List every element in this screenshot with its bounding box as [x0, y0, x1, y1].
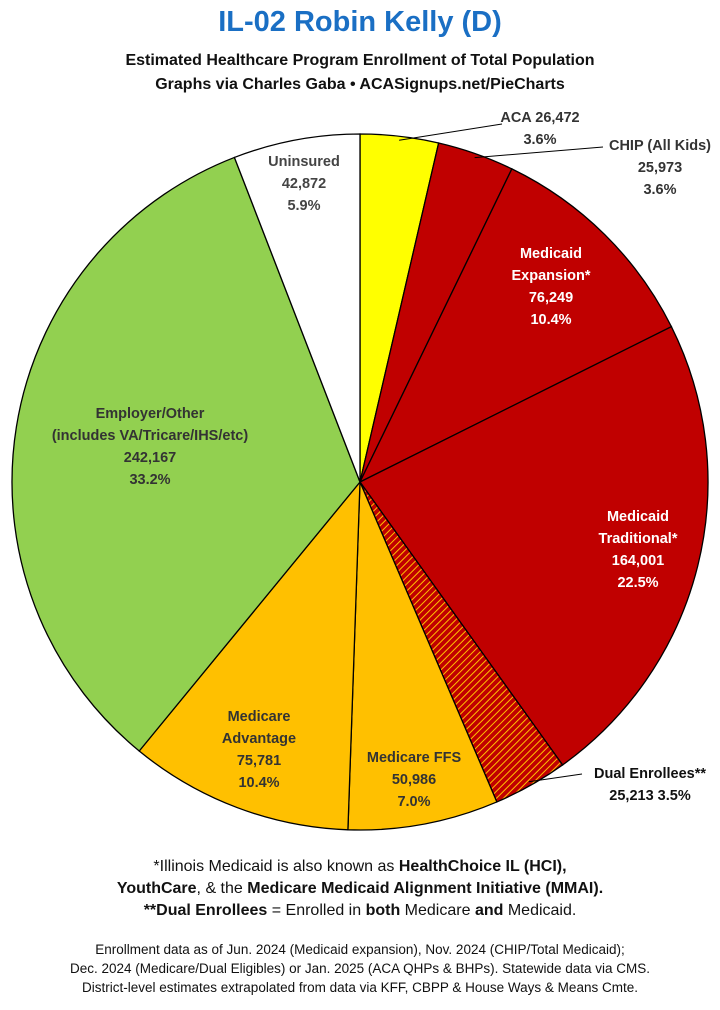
pie-slice-uninsured [233, 133, 361, 483]
slice-label-line: CHIP (All Kids) [609, 138, 711, 154]
chart-title: IL-02 Robin Kelly (D) [218, 6, 502, 38]
slice-label-line: Medicare FFS [367, 750, 462, 766]
slice-label-line: 242,167 [124, 450, 176, 466]
pie-slice-medicaid-traditional [359, 325, 709, 766]
slice-label-line: Medicare [228, 709, 291, 725]
slice-label-line: 50,986 [392, 772, 436, 788]
slice-label: Employer/Other (includes VA/Tricare/IHS/e… [52, 406, 249, 488]
source-line-2: Dec. 2024 (Medicare/Dual Eligibles) or J… [70, 961, 650, 976]
source-line-3: District-level estimates extrapolated fr… [82, 980, 638, 995]
leader-line [399, 123, 503, 141]
slice-label-line: 10.4% [530, 312, 571, 328]
slice-label: ACA 26,472 3.6% [500, 110, 579, 148]
pie-slice-medicaid-expansion [358, 168, 673, 484]
slice-label-line: ACA 26,472 [500, 110, 579, 126]
slice-label-line: Uninsured [268, 154, 340, 170]
footnotes: *Illinois Medicaid is also known as Heal… [0, 856, 720, 922]
chart-subtitle: Estimated Healthcare Program Enrollment … [125, 52, 595, 69]
source-line-1: Enrollment data as of Jun. 2024 (Medicai… [95, 942, 625, 957]
slice-label: Medicaid Expansion* 76,249 10.4% [512, 246, 591, 328]
slice-label: Uninsured 42,872 5.9% [268, 154, 340, 214]
slice-label-line: Expansion* [512, 268, 591, 284]
slice-label-line: 3.6% [643, 182, 676, 198]
slice-label-line: (includes VA/Tricare/IHS/etc) [52, 428, 249, 444]
slice-label-line: Employer/Other [96, 406, 205, 422]
slice-label-line: 42,872 [282, 176, 326, 192]
slice-label-line: Advantage [222, 731, 296, 747]
slice-label-line: Dual Enrollees** [594, 766, 706, 782]
slice-label-line: 25,213 3.5% [609, 788, 691, 804]
pie-chart: ACA 26,472 3.6% CHIP (All Kids) 25,973 3.6% M… [11, 110, 711, 831]
pie-slice-employer-other [11, 156, 361, 752]
slice-label-line: Traditional* [599, 531, 678, 547]
slice-label-line: 7.0% [397, 794, 430, 810]
slice-label: CHIP (All Kids) 25,973 3.6% [609, 138, 711, 198]
slice-label-line: 3.6% [523, 132, 556, 148]
footnote-line-1: *Illinois Medicaid is also known as Heal… [153, 858, 567, 875]
slice-label-line: Medicaid [607, 509, 669, 525]
footnote-line-2: YouthCare, & the Medicare Medicaid Align… [116, 880, 604, 897]
pie-slice-medicare-advantage [138, 480, 361, 831]
slice-label-line: 76,249 [529, 290, 573, 306]
leader-line [474, 146, 604, 159]
slice-label-line: 164,001 [612, 553, 664, 569]
leader-line [528, 773, 583, 783]
slice-label: Medicare Advantage 75,781 10.4% [222, 709, 296, 791]
slice-label-line: 10.4% [238, 775, 279, 791]
slice-label-line: 33.2% [129, 472, 170, 488]
footnote-line-3: **Dual Enrollees = Enrolled in both Medi… [143, 902, 577, 919]
slice-label: Medicare FFS 50,986 7.0% [367, 750, 462, 810]
chart-credit: Graphs via Charles Gaba • ACASignups.net… [155, 76, 565, 93]
slice-label-line: 5.9% [287, 198, 320, 214]
slice-label-line: 75,781 [237, 753, 281, 769]
slice-label-line: Medicaid [520, 246, 582, 262]
slice-label: Medicaid Traditional* 164,001 22.5% [599, 509, 678, 591]
pie-slice-medicare-ffs [347, 481, 498, 831]
slice-label-line: 25,973 [638, 160, 682, 176]
slice-label-line: 22.5% [617, 575, 658, 591]
source-note: Enrollment data as of Jun. 2024 (Medicai… [0, 940, 720, 997]
slice-label: Dual Enrollees** 25,213 3.5% [594, 766, 706, 804]
